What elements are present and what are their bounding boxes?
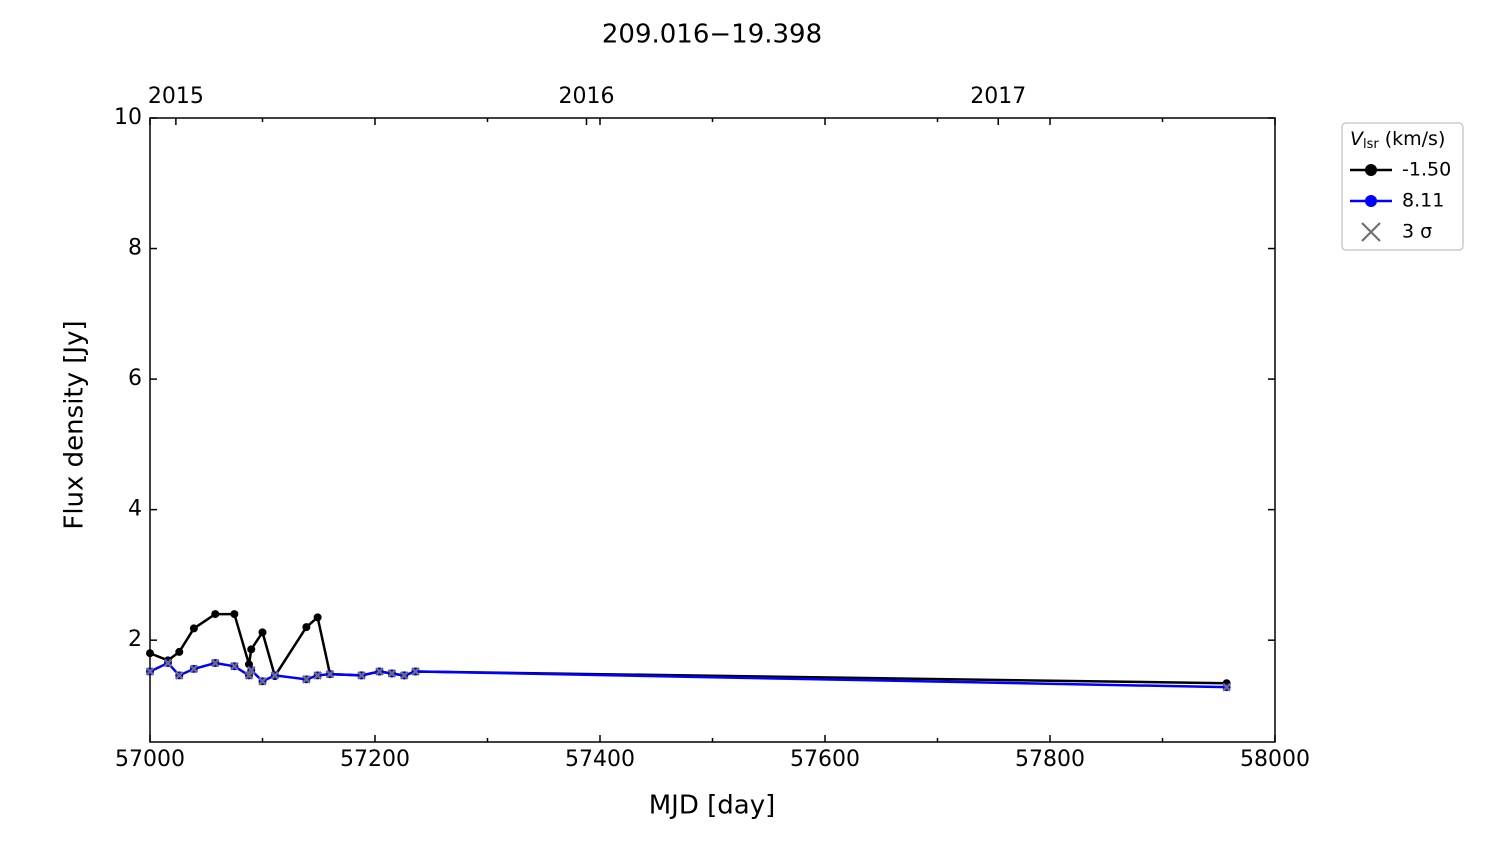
x2-tick-label: 2016 bbox=[559, 84, 615, 109]
sigma-marker bbox=[302, 675, 311, 684]
legend-title-unit: (km/s) bbox=[1385, 128, 1446, 150]
point bbox=[146, 649, 154, 658]
sigma-marker bbox=[387, 669, 397, 678]
sigma-marker bbox=[375, 667, 384, 676]
x-tick-label: 57600 bbox=[790, 747, 860, 772]
sigma-marker bbox=[325, 669, 335, 679]
legend-box bbox=[1341, 122, 1464, 251]
x2-tick-label: 2017 bbox=[970, 84, 1026, 109]
legend-marker bbox=[1365, 164, 1377, 176]
series-line bbox=[149, 612, 1227, 685]
point bbox=[175, 647, 184, 656]
point bbox=[211, 610, 220, 619]
sigma-marker bbox=[145, 667, 155, 676]
y-tick-label: 8 bbox=[128, 236, 142, 261]
x-tick-label: 57400 bbox=[565, 747, 635, 772]
sigma-marker bbox=[174, 671, 184, 680]
legend-marker bbox=[1365, 195, 1377, 207]
sigma-marker bbox=[411, 667, 420, 676]
x-tick-label: 57800 bbox=[1015, 747, 1085, 772]
point bbox=[258, 628, 267, 637]
sigma-marker bbox=[270, 671, 280, 680]
legend-marker bbox=[1361, 222, 1381, 242]
legend-title: Vlsr (km/s) bbox=[1350, 128, 1445, 152]
sigma-marker bbox=[189, 664, 199, 674]
point bbox=[313, 613, 322, 622]
sigma-marker bbox=[1222, 682, 1231, 692]
sigma-marker bbox=[357, 671, 366, 680]
y-axis-label: Flux density [Jy] bbox=[60, 320, 90, 529]
x-tick-label: 58000 bbox=[1240, 747, 1310, 772]
legend-title-subscript: lsr bbox=[1363, 137, 1379, 152]
sigma-marker bbox=[246, 665, 256, 675]
plot-frame bbox=[149, 117, 1276, 743]
sigma-marker bbox=[258, 677, 267, 686]
sigma-marker bbox=[230, 662, 239, 671]
y-tick-label: 6 bbox=[128, 366, 142, 391]
y-tick-label: 10 bbox=[114, 105, 142, 130]
x-axis-label: MJD [day] bbox=[649, 791, 776, 821]
legend-label: 3 σ bbox=[1402, 221, 1432, 243]
sigma-marker bbox=[399, 671, 409, 680]
legend-title-symbol: V bbox=[1350, 128, 1365, 150]
x2-tick-label: 2015 bbox=[148, 84, 204, 109]
sigma-marker bbox=[313, 671, 322, 680]
sigma-marker bbox=[163, 658, 173, 668]
sigma-marker bbox=[244, 671, 254, 680]
point bbox=[189, 624, 198, 633]
sigma-marker bbox=[210, 658, 220, 668]
chart-title: 209.016−19.398 bbox=[602, 20, 822, 50]
legend-label: -1.50 bbox=[1402, 159, 1451, 181]
point bbox=[247, 645, 256, 654]
x-tick-label: 57200 bbox=[340, 747, 410, 772]
x-tick-label: 57000 bbox=[115, 747, 185, 772]
y-tick-label: 2 bbox=[128, 627, 142, 652]
legend-label: 8.11 bbox=[1402, 190, 1444, 212]
point bbox=[302, 623, 311, 632]
point bbox=[230, 610, 239, 619]
y-tick-label: 4 bbox=[128, 497, 142, 522]
